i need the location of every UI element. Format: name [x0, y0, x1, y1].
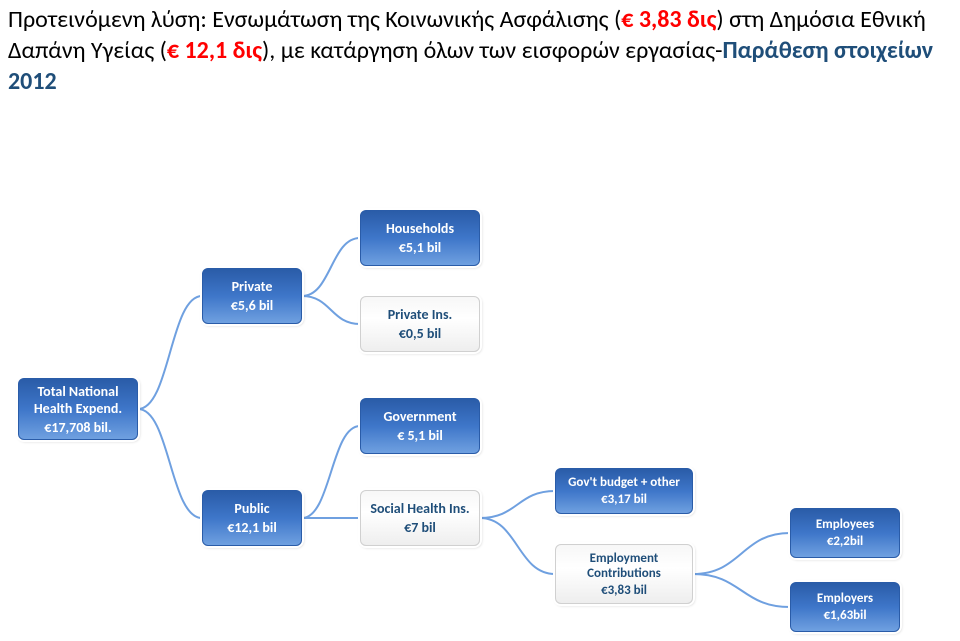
node-government-value: € 5,1 bil: [397, 427, 443, 444]
node-private-ins-title: Private Ins.: [388, 306, 453, 323]
node-government-title: Government: [383, 408, 456, 425]
node-employers-title: Employers: [817, 591, 873, 606]
node-private-title: Private: [232, 278, 273, 295]
node-total-value: €17,708 bil.: [44, 419, 111, 436]
node-employees: Employees €2,2bil: [790, 508, 900, 558]
node-employers-value: €1,63bil: [823, 608, 866, 623]
node-households-title: Households: [386, 220, 454, 237]
heading-pre: Προτεινόμενη λύση: Ενσωμάτωση της Κοινων…: [8, 5, 621, 34]
node-public-value: €12,1 bil: [227, 519, 277, 536]
node-private-value: €5,6 bil: [231, 297, 273, 314]
node-emp-contrib-title: Employment Contributions: [562, 551, 686, 581]
node-social-ins-title: Social Health Ins.: [370, 500, 469, 517]
node-emp-contrib: Employment Contributions €3,83 bil: [555, 544, 693, 604]
node-government: Government € 5,1 bil: [360, 398, 480, 454]
node-private: Private €5,6 bil: [202, 268, 302, 324]
node-social-ins-value: €7 bil: [404, 519, 436, 536]
node-employees-value: €2,2bil: [827, 534, 863, 549]
node-social-ins: Social Health Ins. €7 bil: [360, 490, 480, 546]
heading: Προτεινόμενη λύση: Ενσωμάτωση της Κοινων…: [8, 4, 952, 98]
node-gov-budget-value: €3,17 bil: [601, 492, 647, 507]
node-private-ins-value: €0,5 bil: [399, 325, 441, 342]
node-employers: Employers €1,63bil: [790, 582, 900, 632]
heading-amount2: € 12,1 δις: [167, 36, 262, 65]
node-gov-budget: Gov't budget + other €3,17 bil: [555, 468, 693, 514]
canvas: Προτεινόμενη λύση: Ενσωμάτωση της Κοινων…: [0, 0, 960, 641]
heading-post2: ), με κατάργηση όλων των εισφορών εργασί…: [262, 36, 722, 65]
node-total: Total National Health Expend. €17,708 bi…: [18, 378, 138, 440]
node-gov-budget-title: Gov't budget + other: [568, 475, 680, 490]
node-total-title: Total National Health Expend.: [25, 383, 131, 417]
node-emp-contrib-value: €3,83 bil: [601, 583, 647, 598]
node-households: Households €5,1 bil: [360, 210, 480, 266]
heading-amount1: € 3,83 δις: [621, 5, 716, 34]
node-public-title: Public: [234, 500, 269, 517]
node-employees-title: Employees: [816, 517, 874, 532]
node-public: Public €12,1 bil: [202, 490, 302, 546]
node-households-value: €5,1 bil: [399, 239, 441, 256]
node-private-ins: Private Ins. €0,5 bil: [360, 296, 480, 352]
